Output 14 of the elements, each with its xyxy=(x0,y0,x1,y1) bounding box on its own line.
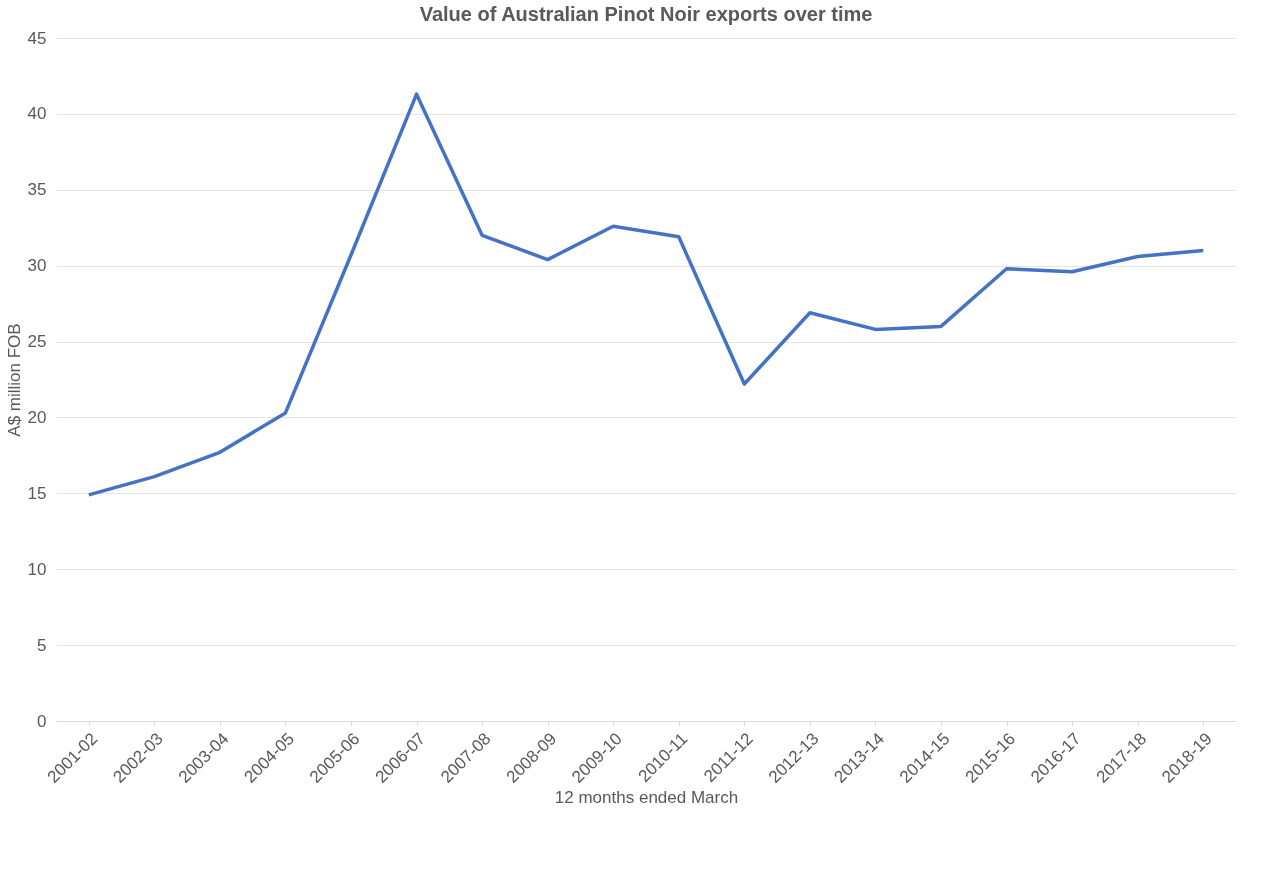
y-tick-label: 45 xyxy=(27,28,47,48)
line-series xyxy=(87,92,1205,497)
y-tick-label: 15 xyxy=(27,483,47,503)
y-tick-label: 25 xyxy=(27,332,47,352)
y-tick-label: 40 xyxy=(27,104,47,124)
y-tick-label: 5 xyxy=(37,635,47,655)
y-axis-title: A$ million FOB xyxy=(4,323,24,437)
y-tick-label: 20 xyxy=(27,407,47,427)
chart-title: Value of Australian Pinot Noir exports over time xyxy=(419,3,873,25)
x-axis-title: 12 months ended March xyxy=(554,787,739,807)
y-tick-label: 35 xyxy=(27,180,47,200)
y-tick-label: 10 xyxy=(27,559,47,579)
y-tick-label: 0 xyxy=(37,711,47,731)
y-tick-label: 30 xyxy=(27,256,47,276)
